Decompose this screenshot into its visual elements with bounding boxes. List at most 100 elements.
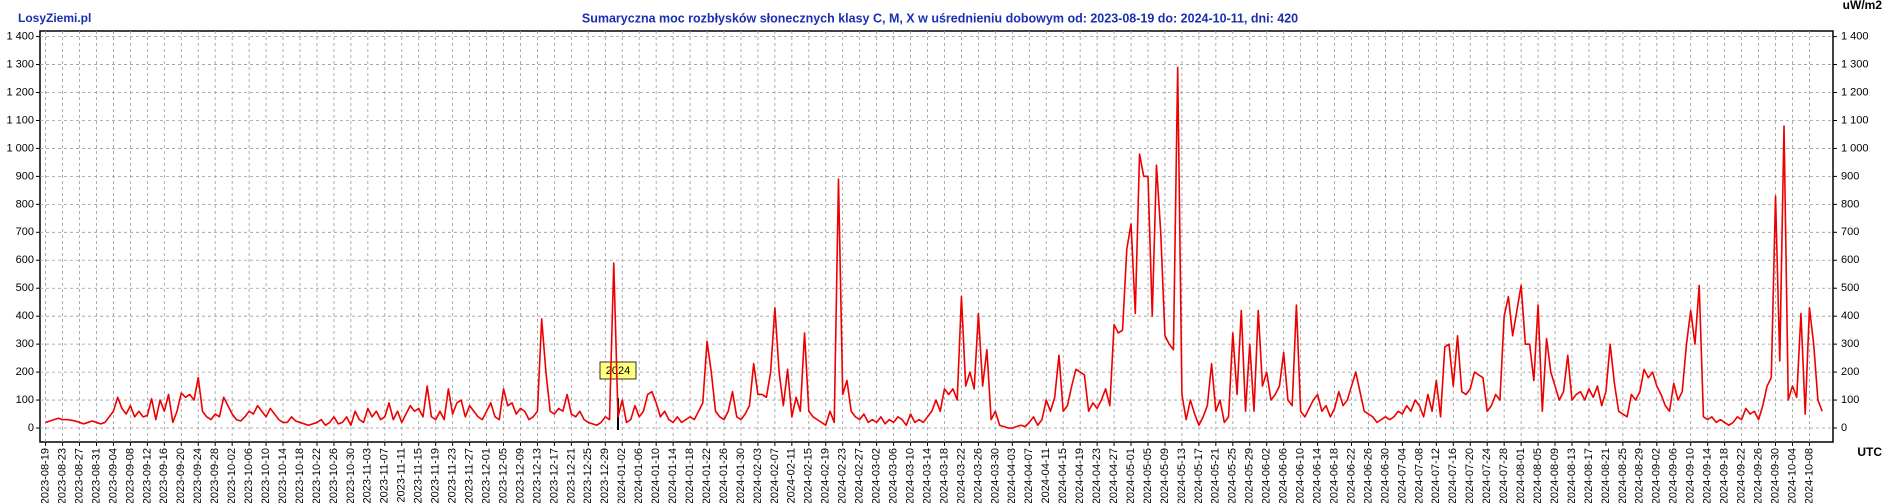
x-tick-label: 2023-09-20	[175, 448, 187, 503]
y-tick-label: 500	[16, 282, 34, 294]
x-tick-label: 2023-09-28	[209, 448, 221, 503]
x-tick-label: 2023-08-31	[90, 448, 102, 503]
x-tick-label: 2023-08-23	[56, 448, 68, 503]
x-tick-label: 2024-03-26	[972, 448, 984, 503]
x-tick-label: 2024-03-10	[904, 448, 916, 503]
x-tick-label: 2024-07-20	[1464, 448, 1476, 503]
x-tick-label: 2024-03-22	[955, 448, 967, 503]
x-tick-label: 2024-02-03	[752, 448, 764, 503]
x-tick-label: 2024-05-17	[1193, 448, 1205, 503]
x-tick-label: 2024-01-06	[633, 448, 645, 503]
y-tick-label-right: 500	[1841, 282, 1859, 294]
x-tick-label: 2024-07-16	[1447, 448, 1459, 503]
x-tick-label: 2024-07-12	[1430, 448, 1442, 503]
x-tick-label: 2024-06-22	[1345, 448, 1357, 503]
x-tick-label: 2024-02-15	[803, 448, 815, 503]
x-tick-label: 2024-08-21	[1600, 448, 1612, 503]
x-tick-label: 2024-05-29	[1244, 448, 1256, 503]
x-tick-label: 2023-10-22	[311, 448, 323, 503]
y-tick-label-right: 600	[1841, 254, 1859, 266]
x-tick-label: 2024-01-10	[650, 448, 662, 503]
y-tick-label: 400	[16, 310, 34, 322]
annotation-label: 2024	[606, 365, 630, 377]
x-tick-label: 2024-02-11	[786, 448, 798, 503]
x-tick-label: 2024-09-22	[1736, 448, 1748, 503]
x-tick-label: 2024-07-24	[1481, 448, 1493, 503]
y-tick-label: 1 300	[6, 58, 34, 70]
y-tick-label: 1 000	[6, 142, 34, 154]
x-tick-label: 2024-09-30	[1769, 448, 1781, 503]
plot-frame	[39, 30, 1834, 443]
y-tick-label: 800	[16, 198, 34, 210]
x-tick-label: 2024-02-23	[837, 448, 849, 503]
x-tick-label: 2023-12-13	[531, 448, 543, 503]
y-tick-label: 1 100	[6, 114, 34, 126]
x-tick-label: 2024-04-07	[1023, 448, 1035, 503]
x-tick-label: 2024-05-09	[1159, 448, 1171, 503]
y-tick-label-right: 1 200	[1841, 86, 1869, 98]
x-tick-label: 2023-08-27	[73, 448, 85, 503]
x-tick-label: 2024-09-18	[1719, 448, 1731, 503]
y-tick-label: 600	[16, 254, 34, 266]
x-tick-label: 2023-12-09	[514, 448, 526, 503]
x-tick-label: 2023-09-24	[192, 448, 204, 503]
x-tick-label: 2023-09-16	[158, 448, 170, 503]
x-tick-label: 2024-09-10	[1685, 448, 1697, 503]
y-tick-label: 1 200	[6, 86, 34, 98]
data-line	[45, 66, 1823, 429]
x-tick-label: 2023-11-11	[396, 448, 408, 503]
x-tick-label: 2024-08-01	[1515, 448, 1527, 503]
y-tick-label-right: 0	[1841, 422, 1847, 434]
x-tick-label: 2023-11-19	[430, 448, 442, 503]
x-tick-label: 2024-06-02	[1261, 448, 1273, 503]
x-tick-label: 2024-06-14	[1312, 448, 1324, 503]
x-tick-label: 2024-04-27	[1108, 448, 1120, 503]
y-tick-label: 700	[16, 226, 34, 238]
x-tick-label: 2024-10-08	[1803, 448, 1815, 503]
x-tick-label: 2023-10-14	[277, 448, 289, 503]
x-tick-label: 2023-12-25	[582, 448, 594, 503]
x-tick-label: 2024-05-01	[1125, 448, 1137, 503]
x-tick-label: 2024-04-03	[1006, 448, 1018, 503]
x-tick-label: 2023-11-23	[447, 448, 459, 503]
x-tick-label: 2024-02-07	[769, 448, 781, 503]
x-tick-label: 2023-11-07	[379, 448, 391, 503]
x-tick-label: 2023-10-02	[226, 448, 238, 503]
y-tick-label: 1 400	[6, 30, 34, 42]
y-tick-label-right: 1 000	[1841, 142, 1869, 154]
x-tick-label: 2024-06-18	[1328, 448, 1340, 503]
x-tick-label: 2024-05-21	[1210, 448, 1222, 503]
x-tick-label: 2024-01-22	[701, 448, 713, 503]
x-tick-label: 2024-02-19	[820, 448, 832, 503]
x-tick-label: 2024-03-02	[871, 448, 883, 503]
y-tick-label-right: 100	[1841, 394, 1859, 406]
x-tick-label: 2024-08-29	[1634, 448, 1646, 503]
y-tick-label-right: 400	[1841, 310, 1859, 322]
x-tick-label: 2023-12-01	[480, 448, 492, 503]
x-unit: UTC	[1857, 445, 1882, 459]
y-tick-label-right: 1 300	[1841, 58, 1869, 70]
y-tick-label-right: 700	[1841, 226, 1859, 238]
x-tick-label: 2024-03-06	[888, 448, 900, 503]
x-tick-label: 2024-06-26	[1362, 448, 1374, 503]
x-tick-label: 2024-01-02	[616, 448, 628, 503]
x-tick-label: 2024-08-09	[1549, 448, 1561, 503]
x-tick-label: 2024-08-17	[1583, 448, 1595, 503]
x-tick-label: 2024-09-14	[1702, 448, 1714, 503]
y-tick-label: 300	[16, 338, 34, 350]
x-tick-label: 2024-04-15	[1057, 448, 1069, 503]
y-tick-label: 200	[16, 366, 34, 378]
y-tick-label-right: 800	[1841, 198, 1859, 210]
x-tick-label: 2024-05-25	[1227, 448, 1239, 503]
x-tick-label: 2023-11-27	[464, 448, 476, 503]
x-tick-label: 2024-08-25	[1617, 448, 1629, 503]
x-tick-label: 2023-11-03	[362, 448, 374, 503]
x-tick-label: 2024-04-11	[1040, 448, 1052, 503]
x-tick-label: 2024-08-13	[1566, 448, 1578, 503]
x-tick-label: 2023-12-17	[548, 448, 560, 503]
chart-title: Sumaryczna moc rozbłysków słonecznych kl…	[582, 11, 1298, 25]
site-name: LosyZiemi.pl	[18, 11, 91, 25]
x-tick-label: 2023-10-30	[345, 448, 357, 503]
x-tick-label: 2023-10-18	[294, 448, 306, 503]
